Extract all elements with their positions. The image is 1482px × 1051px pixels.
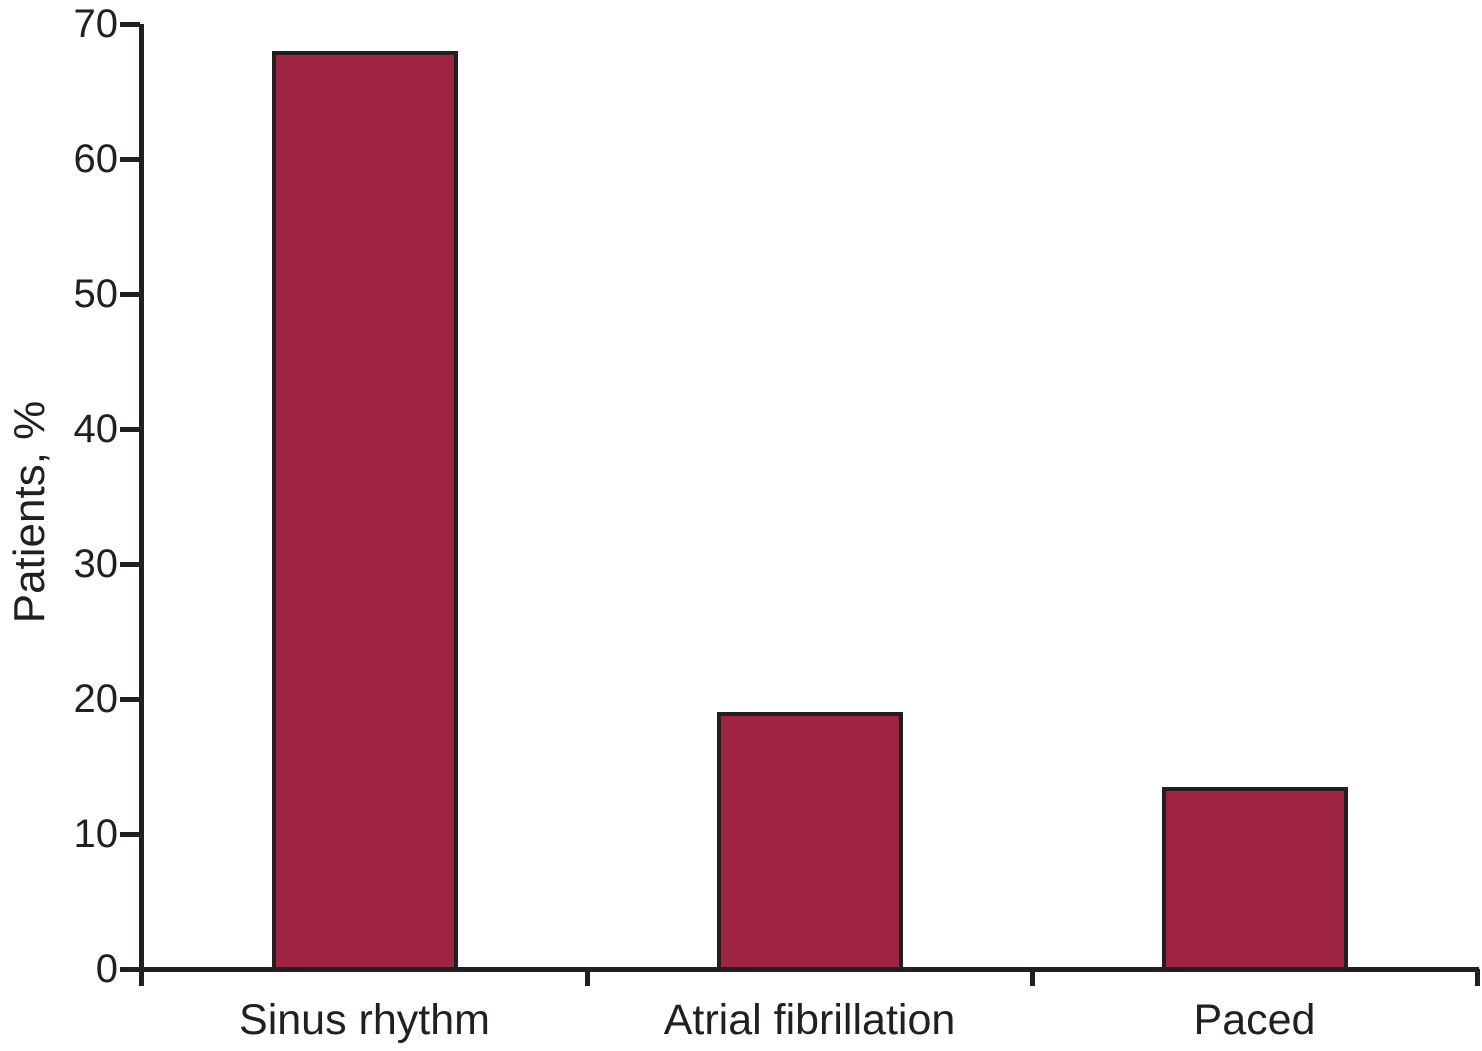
y-tick-mark bbox=[120, 562, 140, 567]
bar bbox=[272, 51, 458, 969]
y-tick-mark bbox=[120, 832, 140, 837]
y-tick-mark bbox=[120, 697, 140, 702]
y-axis-line bbox=[139, 24, 144, 986]
y-tick-label: 50 bbox=[73, 272, 119, 316]
y-tick-mark bbox=[120, 292, 140, 297]
y-tick-label: 70 bbox=[73, 2, 119, 46]
y-tick-mark bbox=[120, 22, 140, 27]
y-tick-label: 40 bbox=[73, 407, 119, 451]
category-label: Paced bbox=[1193, 996, 1316, 1044]
y-tick-mark bbox=[120, 157, 140, 162]
y-tick-label: 60 bbox=[73, 137, 119, 181]
y-tick-mark bbox=[120, 967, 140, 972]
x-tick-mark bbox=[1030, 969, 1035, 986]
x-tick-mark bbox=[585, 969, 590, 986]
y-tick-label: 30 bbox=[73, 542, 119, 586]
y-tick-mark bbox=[120, 427, 140, 432]
y-tick-label: 10 bbox=[73, 812, 119, 856]
bar bbox=[1162, 787, 1348, 969]
x-tick-mark bbox=[1475, 969, 1480, 986]
category-label: Sinus rhythm bbox=[239, 996, 490, 1044]
x-axis-line bbox=[139, 967, 1479, 972]
bar bbox=[717, 712, 903, 969]
category-label: Atrial fibrillation bbox=[663, 996, 956, 1044]
y-tick-label: 20 bbox=[73, 677, 119, 721]
y-tick-label: 0 bbox=[95, 947, 118, 991]
